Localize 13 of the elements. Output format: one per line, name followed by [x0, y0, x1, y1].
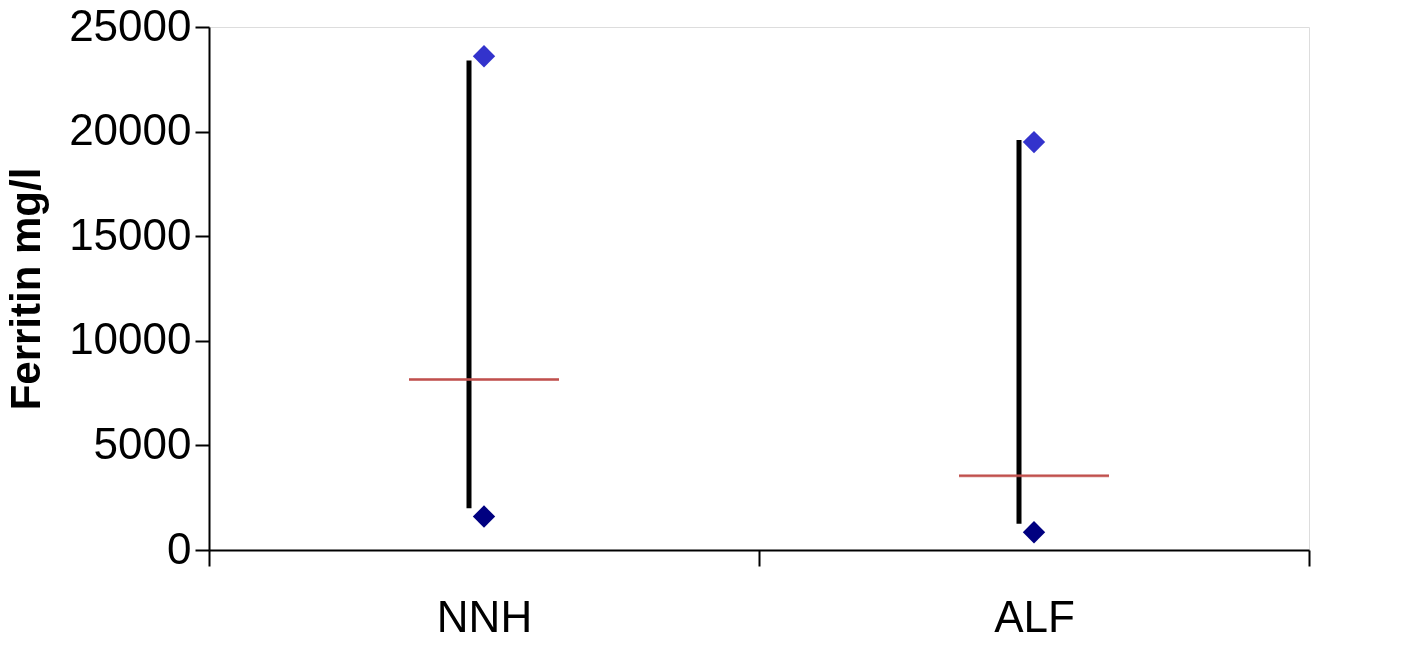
y-tick-label: 10000 [69, 314, 192, 364]
x-tick-label: ALF [994, 591, 1075, 641]
y-axis-title: Ferritin mg/l [2, 167, 50, 411]
y-tick-label: 5000 [93, 418, 192, 468]
point [472, 45, 496, 68]
point [1022, 130, 1046, 154]
y-tick-label: 0 [167, 523, 192, 573]
point [1022, 521, 1046, 544]
y-tick-label: 25000 [69, 0, 192, 50]
point [472, 505, 496, 528]
y-tick-label: 20000 [69, 105, 192, 155]
y-tick-label: 15000 [69, 209, 192, 259]
x-tick-label: NNH [436, 591, 533, 641]
